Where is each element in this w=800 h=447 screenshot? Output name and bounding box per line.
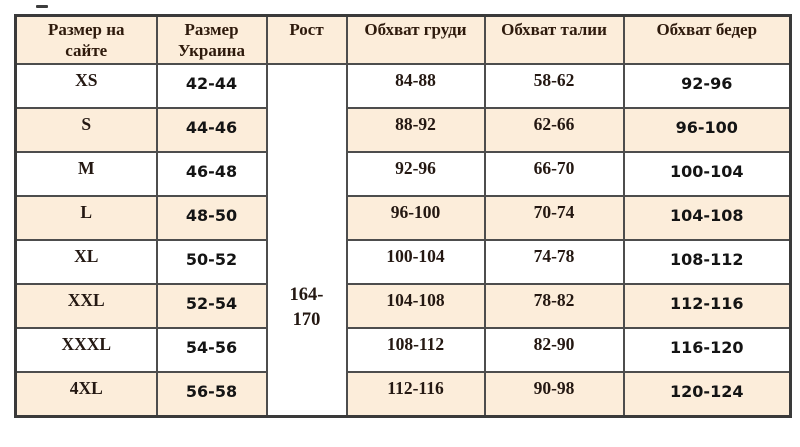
waist-cell: 58-62 <box>483 63 625 110</box>
header-waist: Обхват талии <box>483 14 625 66</box>
size-ukraine-cell: 46-48 <box>155 151 268 198</box>
hips-cell: 120-124 <box>622 371 792 418</box>
chest-cell: 92-96 <box>345 151 486 198</box>
header-height: Рост <box>265 14 348 66</box>
size-chart-table: Размер на сайте Размер Украина Рост Обхв… <box>14 14 792 418</box>
size-ukraine-cell: 44-46 <box>155 107 268 154</box>
size-site-cell: 4XL <box>14 371 158 418</box>
size-site-cell: L <box>14 195 158 242</box>
size-ukraine-cell: 50-52 <box>155 239 268 286</box>
table-row-4xl: 4XL 56-58 112-116 90-98 120-124 <box>14 371 792 418</box>
height-merged-cell: 164- 170 <box>265 63 348 418</box>
waist-cell: 82-90 <box>483 327 625 374</box>
waist-cell: 62-66 <box>483 107 625 154</box>
hips-cell: 96-100 <box>622 107 792 154</box>
header-chest: Обхват груди <box>345 14 486 66</box>
table-row-xs: XS 42-44 164- 170 84-88 58-62 92-96 <box>14 63 792 418</box>
size-site-cell: XL <box>14 239 158 286</box>
height-value-line1: 164- <box>289 285 324 306</box>
hips-cell: 104-108 <box>622 195 792 242</box>
size-site-cell: XXL <box>14 283 158 330</box>
table-row-xl: XL 50-52 100-104 74-78 108-112 <box>14 239 792 286</box>
table-row-m: M 46-48 92-96 66-70 100-104 <box>14 151 792 198</box>
table-row-s: S 44-46 88-92 62-66 96-100 <box>14 107 792 154</box>
scan-artifact-mark <box>36 5 48 8</box>
height-value-line2: 170 <box>292 310 321 331</box>
chest-cell: 96-100 <box>345 195 486 242</box>
waist-cell: 78-82 <box>483 283 625 330</box>
size-site-cell: S <box>14 107 158 154</box>
waist-cell: 66-70 <box>483 151 625 198</box>
chest-cell: 104-108 <box>345 283 486 330</box>
hips-cell: 108-112 <box>622 239 792 286</box>
header-size-site: Размер на сайте <box>14 14 158 66</box>
hips-cell: 100-104 <box>622 151 792 198</box>
waist-cell: 74-78 <box>483 239 625 286</box>
hips-cell: 116-120 <box>622 327 792 374</box>
table-row-xxxl: XXXL 54-56 108-112 82-90 116-120 <box>14 327 792 374</box>
header-size-ukraine: Размер Украина <box>155 14 268 66</box>
size-ukraine-cell: 54-56 <box>155 327 268 374</box>
waist-cell: 90-98 <box>483 371 625 418</box>
header-hips: Обхват бедер <box>622 14 792 66</box>
size-ukraine-cell: 48-50 <box>155 195 268 242</box>
chest-cell: 108-112 <box>345 327 486 374</box>
size-site-cell: XS <box>14 63 158 110</box>
chest-cell: 100-104 <box>345 239 486 286</box>
size-ukraine-cell: 56-58 <box>155 371 268 418</box>
size-ukraine-cell: 52-54 <box>155 283 268 330</box>
chest-cell: 84-88 <box>345 63 486 110</box>
waist-cell: 70-74 <box>483 195 625 242</box>
size-site-cell: M <box>14 151 158 198</box>
size-site-cell: XXXL <box>14 327 158 374</box>
size-ukraine-cell: 42-44 <box>155 63 268 110</box>
table-row-xxl: XXL 52-54 104-108 78-82 112-116 <box>14 283 792 330</box>
chest-cell: 112-116 <box>345 371 486 418</box>
header-row: Размер на сайте Размер Украина Рост Обхв… <box>14 14 792 66</box>
table-row-l: L 48-50 96-100 70-74 104-108 <box>14 195 792 242</box>
hips-cell: 92-96 <box>622 63 792 110</box>
chest-cell: 88-92 <box>345 107 486 154</box>
hips-cell: 112-116 <box>622 283 792 330</box>
